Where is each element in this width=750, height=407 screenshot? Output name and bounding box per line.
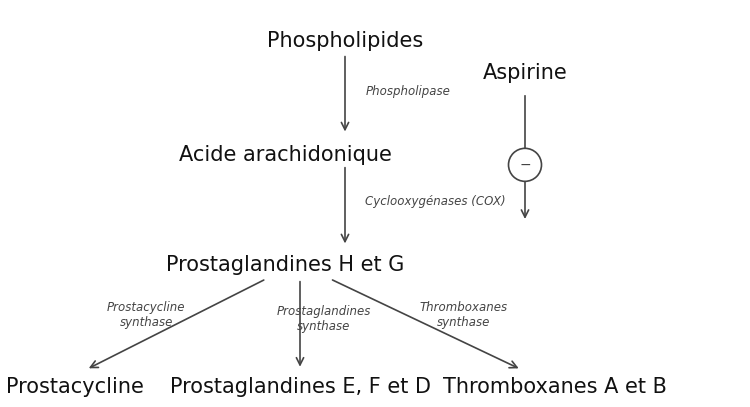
Text: Prostaglandines E, F et D: Prostaglandines E, F et D (170, 376, 430, 397)
Text: Phospholipides: Phospholipides (267, 31, 423, 51)
Text: Phospholipase: Phospholipase (365, 85, 450, 98)
Text: Thromboxanes A et B: Thromboxanes A et B (443, 376, 667, 397)
Text: Thromboxanes
synthase: Thromboxanes synthase (419, 302, 508, 329)
Ellipse shape (509, 148, 542, 182)
Text: Acide arachidonique: Acide arachidonique (178, 144, 392, 165)
Text: Prostaglandines
synthase: Prostaglandines synthase (277, 306, 371, 333)
Text: −: − (519, 158, 531, 172)
Text: Prostacycline: Prostacycline (6, 376, 144, 397)
Text: Prostacycline
synthase: Prostacycline synthase (107, 302, 185, 329)
Text: Cyclooxygénases (COX): Cyclooxygénases (COX) (365, 195, 506, 208)
Text: Prostaglandines H et G: Prostaglandines H et G (166, 254, 404, 275)
Text: Aspirine: Aspirine (483, 63, 567, 83)
